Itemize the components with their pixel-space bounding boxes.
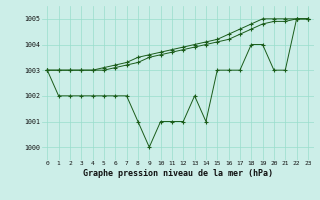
X-axis label: Graphe pression niveau de la mer (hPa): Graphe pression niveau de la mer (hPa) <box>83 169 273 178</box>
